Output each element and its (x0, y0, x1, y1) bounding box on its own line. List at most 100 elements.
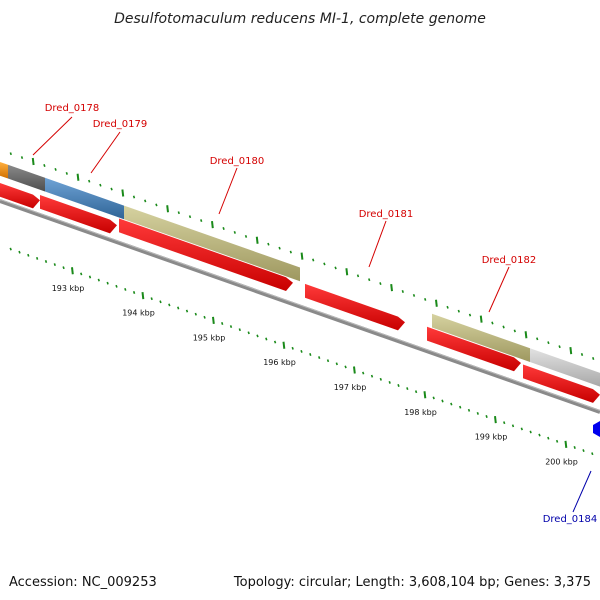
outer-major-tick (211, 220, 214, 229)
inner-minor-tick (388, 380, 391, 384)
cog-segment-khaki-1 (124, 205, 300, 282)
inner-minor-tick (362, 371, 365, 375)
gene-label-dred-0181[interactable]: Dred_0181 (359, 209, 414, 220)
scale-label: 197 kbp (334, 383, 367, 392)
outer-minor-tick (132, 195, 136, 199)
gene-label-dred-0184[interactable]: Dred_0184 (543, 514, 598, 525)
outer-minor-tick (379, 282, 382, 286)
leader-line-dred-0182 (488, 266, 510, 313)
inner-minor-tick (379, 377, 382, 381)
outer-major-tick (345, 268, 349, 276)
outer-minor-tick (334, 266, 337, 270)
outer-minor-tick (20, 156, 24, 160)
gene-arrow-dred-0182[interactable] (427, 326, 521, 372)
gene-label-dred-0179[interactable]: Dred_0179 (93, 119, 148, 130)
inner-major-tick (282, 341, 286, 349)
outer-minor-tick (43, 164, 46, 167)
inner-major-tick (71, 267, 74, 275)
gene-arrow-dred-0178[interactable] (0, 183, 40, 209)
inner-minor-tick (44, 260, 48, 263)
inner-minor-tick (62, 266, 65, 270)
inner-minor-tick (159, 300, 162, 304)
outer-minor-tick (144, 199, 147, 203)
inner-minor-tick (194, 312, 197, 316)
cog-segment-orange (0, 162, 8, 179)
gene-arrow-dred-0183[interactable] (523, 364, 600, 403)
inner-minor-tick (203, 315, 206, 319)
leader-line-dred-0179 (90, 131, 121, 174)
inner-minor-tick (326, 359, 330, 363)
inner-minor-tick (106, 281, 109, 285)
feature-blue-dred-0184[interactable] (593, 421, 600, 437)
inner-minor-tick (185, 309, 189, 313)
gene-label-dred-0180[interactable]: Dred_0180 (210, 156, 265, 167)
inner-minor-tick (238, 328, 241, 332)
outer-major-tick (524, 331, 528, 339)
gene-label-dred-0182[interactable]: Dred_0182 (482, 255, 537, 266)
leader-line-dred-0178 (32, 116, 73, 156)
topology-text: Topology: circular; Length: 3,608,104 bp… (233, 575, 591, 590)
outer-minor-tick (200, 219, 203, 223)
inner-minor-tick (177, 306, 180, 310)
inner-major-tick (353, 366, 356, 374)
inner-minor-tick (582, 449, 585, 453)
inner-minor-tick (97, 278, 100, 282)
cog-segment-steelblue (45, 177, 124, 220)
gene-arrows (0, 183, 600, 403)
inner-minor-tick (459, 405, 462, 409)
inner-minor-tick (591, 452, 594, 456)
outer-minor-tick (547, 341, 550, 345)
outer-minor-tick (580, 353, 584, 356)
scale-label: 194 kbp (122, 309, 155, 318)
inner-minor-tick (318, 356, 321, 360)
inner-minor-tick (229, 325, 233, 329)
inner-minor-tick (18, 250, 21, 254)
outer-minor-tick (457, 309, 460, 313)
inner-major-tick (564, 440, 568, 449)
leader-line-dred-0181 (368, 220, 387, 268)
outer-minor-tick (244, 234, 248, 238)
accession-text: Accession: NC_009253 (9, 575, 157, 590)
outer-minor-tick (177, 211, 180, 215)
outer-minor-tick (99, 183, 102, 187)
inner-minor-tick (573, 446, 576, 449)
inner-minor-tick (467, 408, 471, 412)
inner-minor-tick (529, 430, 532, 434)
inner-minor-tick (256, 334, 259, 338)
inner-minor-tick (450, 402, 453, 406)
inner-minor-tick (150, 297, 153, 301)
inner-minor-tick (538, 433, 541, 437)
inner-minor-tick (406, 387, 409, 391)
inner-minor-tick (370, 374, 374, 378)
inner-minor-tick (168, 303, 171, 307)
gene-arrow-dred-0180[interactable] (119, 218, 293, 292)
inner-major-tick (212, 316, 215, 325)
inner-minor-tick (547, 436, 550, 440)
outer-minor-tick (88, 179, 91, 183)
inner-minor-tick (485, 415, 488, 418)
inner-minor-tick (53, 263, 56, 267)
outer-major-tick (121, 189, 125, 197)
outer-minor-tick (267, 242, 270, 246)
outer-minor-tick (502, 325, 505, 329)
cog-band (0, 162, 600, 387)
inner-minor-tick (503, 421, 506, 425)
inner-tick-row: 193 kbp 194 kbp 195 kbp 196 kbp 197 kbp 198 k… (9, 247, 594, 466)
inner-minor-tick (476, 411, 479, 415)
inner-minor-tick (9, 247, 12, 251)
map-title: Desulfotomaculum reducens MI-1, complete… (114, 11, 486, 27)
outer-major-tick (166, 205, 169, 213)
inner-minor-tick (335, 362, 338, 366)
gene-label-dred-0178[interactable]: Dred_0178 (45, 103, 100, 114)
gene-labels: Dred_0178 Dred_0179 Dred_0180 Dred_0181 … (32, 103, 598, 525)
gene-arrow-dred-0181[interactable] (305, 283, 405, 331)
outer-minor-tick (491, 321, 494, 325)
inner-minor-tick (88, 275, 92, 279)
outer-major-tick (569, 346, 573, 355)
gene-arrow-dred-0179[interactable] (40, 195, 117, 234)
outer-major-tick (300, 252, 304, 260)
inner-minor-tick (265, 337, 268, 341)
outer-minor-tick (233, 230, 236, 234)
outer-minor-tick (468, 313, 472, 317)
